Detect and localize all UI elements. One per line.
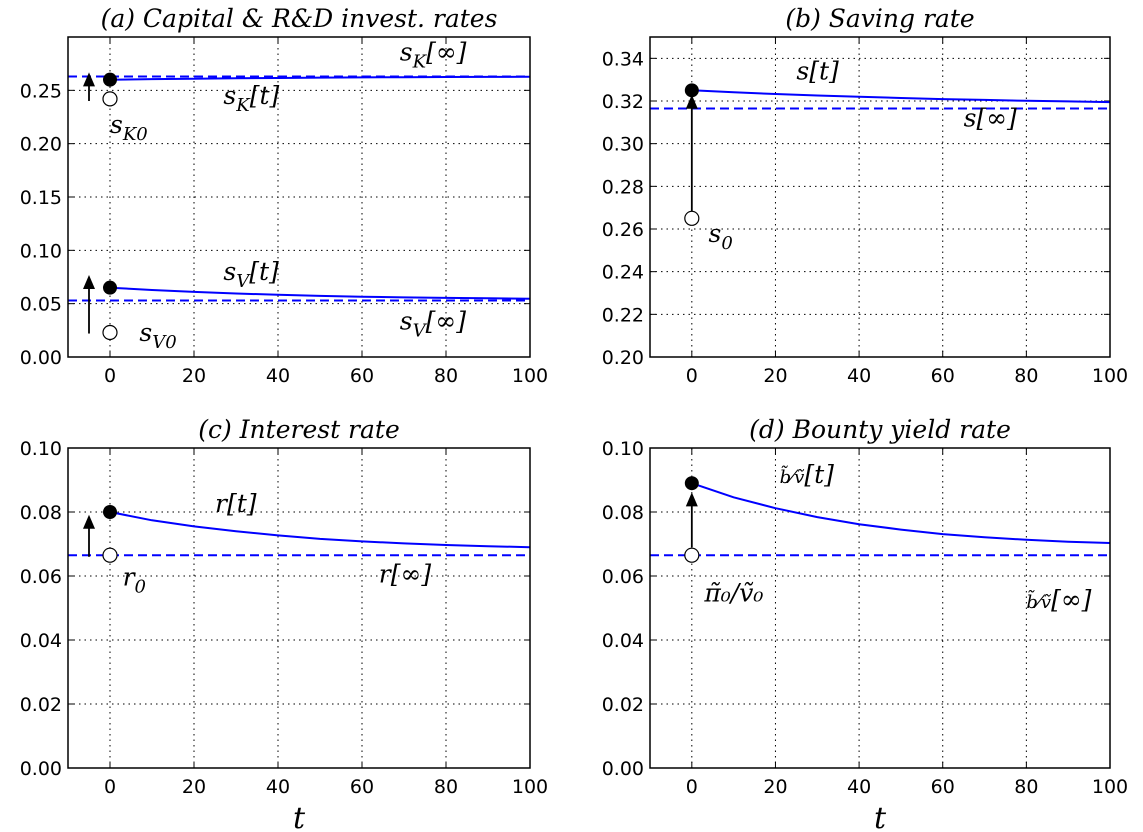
y-tick-label: 0.02 [602, 694, 644, 716]
series-line [691, 89, 1111, 104]
y-tick-label: 0.00 [602, 758, 644, 780]
x-tick-label: 100 [512, 776, 548, 798]
y-tick-label: 0.04 [602, 630, 644, 652]
x-axis-label: t [293, 801, 306, 832]
arrow-head [83, 275, 95, 289]
y-tick-label: 0.10 [20, 438, 62, 460]
series-line [109, 511, 531, 549]
initial-point-marker [102, 324, 118, 341]
panel-c: 0 20 40 60 80 100 0.00 0.02 0.04 0.06 0.08 0.10 r[t]… [20, 415, 548, 832]
x-tick-label: 60 [350, 365, 374, 387]
x-tick-label: 0 [686, 365, 698, 387]
jump-point-marker [684, 83, 699, 98]
x-tick-label: 40 [266, 776, 290, 798]
y-tick-label: 0.32 [602, 91, 644, 113]
x-axis-label: t [874, 801, 887, 832]
annotation-skinf: sK[∞] [400, 37, 467, 72]
y-tick-label: 0.26 [602, 219, 644, 241]
annotation-rt: r[t] [215, 489, 257, 518]
y-tick-label: 0.05 [20, 294, 62, 316]
x-tick-label: 80 [1014, 365, 1038, 387]
x-tick-label: 20 [763, 365, 787, 387]
x-tick-label: 80 [434, 365, 458, 387]
panel-title: (b) Saving rate [785, 4, 974, 33]
annotation-skt: sK[t] [223, 81, 279, 116]
x-tick-label: 40 [847, 365, 871, 387]
arrow-head [685, 94, 698, 109]
x-tick-label: 40 [847, 776, 871, 798]
y-tick-label: 0.28 [602, 176, 644, 198]
annotation-sk0: sK0 [110, 110, 148, 145]
x-tick-label: 80 [1014, 776, 1038, 798]
y-tick-label: 0.30 [602, 134, 644, 156]
x-tick-label: 0 [104, 365, 116, 387]
y-tick-label: 0.20 [20, 134, 62, 156]
x-tick-label: 100 [1092, 776, 1128, 798]
x-tick-label: 20 [182, 365, 206, 387]
plot-frame [67, 447, 531, 769]
y-tick-label: 0.06 [602, 566, 644, 588]
y-tick-label: 0.08 [602, 502, 644, 524]
y-tick-label: 0.20 [602, 347, 644, 369]
jump-point-marker [103, 72, 117, 87]
y-tick-label: 0.24 [602, 262, 644, 284]
plot-frame [67, 36, 531, 358]
jump-point-marker [684, 476, 699, 491]
annotation-s0: s0 [709, 219, 733, 254]
annotation-r0: r0 [123, 563, 146, 598]
annotation-bt: b̃⁄ṽ[t] [780, 460, 835, 489]
annotation-sinf: s[∞] [964, 104, 1017, 133]
initial-point-marker [684, 210, 700, 226]
y-tick-label: 0.02 [20, 694, 62, 716]
x-tick-label: 20 [763, 776, 787, 798]
annotation-st: s[t] [796, 57, 839, 86]
initial-point-marker [684, 547, 700, 563]
y-tick-label: 0.34 [602, 48, 644, 70]
initial-point-marker [102, 547, 118, 563]
annotation-svinf: sV[∞] [400, 306, 466, 341]
x-tick-label: 80 [434, 776, 458, 798]
panel-title: (a) Capital & R&D invest. rates [101, 4, 498, 33]
arrow-head [685, 492, 698, 507]
annotation-sv0: sV0 [139, 318, 176, 353]
annotation-rinf: r[∞] [379, 559, 432, 588]
x-tick-label: 60 [350, 776, 374, 798]
x-tick-label: 20 [182, 776, 206, 798]
annotation-svt: sV[t] [223, 257, 279, 292]
panel-b: 0 20 40 60 80 100 0.20 0.22 0.24 0.26 0.28 0.30 0.32… [602, 4, 1128, 387]
y-tick-label: 0.04 [20, 630, 62, 652]
x-tick-label: 60 [931, 776, 955, 798]
panel-a: 0 20 40 60 80 100 0.00 0.05 0.10 0.15 0.20 0.25 sK[∞… [20, 4, 548, 387]
y-tick-label: 0.00 [20, 758, 62, 780]
x-tick-label: 0 [104, 776, 116, 798]
initial-point-marker [102, 91, 118, 107]
x-tick-label: 0 [686, 776, 698, 798]
panel-title: (d) Bounty yield rate [749, 415, 1011, 444]
plot-frame [649, 447, 1111, 769]
x-tick-label: 100 [1092, 365, 1128, 387]
jump-point-marker [103, 280, 117, 295]
arrow-head [83, 514, 95, 529]
annotation-b0: π̃₀/ṽ₀ [703, 579, 763, 608]
panel-d: 0 20 40 60 80 100 0.00 0.02 0.04 0.06 0.08 0.10 b̃⁄ṽ… [602, 415, 1128, 832]
y-tick-label: 0.06 [20, 566, 62, 588]
y-tick-label: 0.25 [20, 80, 62, 102]
x-tick-label: 40 [266, 365, 290, 387]
panel-title: (c) Interest rate [198, 415, 400, 444]
y-tick-label: 0.10 [20, 240, 62, 262]
y-tick-label: 0.08 [20, 502, 62, 524]
y-tick-label: 0.10 [602, 438, 644, 460]
y-tick-label: 0.22 [602, 304, 644, 326]
series-line [691, 482, 1111, 544]
x-tick-label: 60 [931, 365, 955, 387]
annotation-binf: b̃⁄ṽ[∞] [1026, 585, 1091, 614]
plot-frame [649, 36, 1111, 358]
x-tick-label: 100 [512, 365, 548, 387]
jump-point-marker [103, 505, 117, 519]
arrow-head [83, 72, 95, 87]
series-line [109, 286, 531, 300]
y-tick-label: 0.00 [20, 347, 62, 369]
y-tick-label: 0.15 [20, 187, 62, 209]
